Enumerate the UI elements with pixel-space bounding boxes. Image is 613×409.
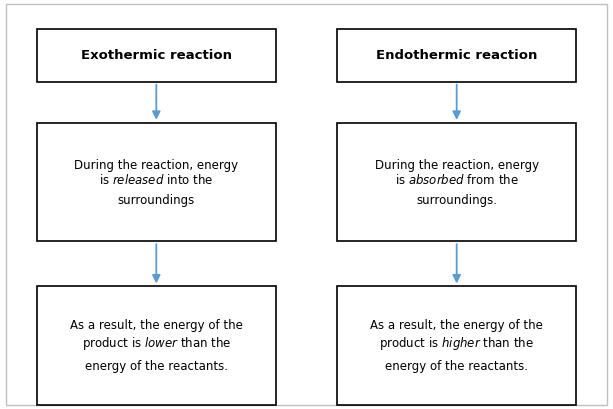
Text: is $\bf{\it{released}}$ into the: is $\bf{\it{released}}$ into the: [99, 173, 213, 187]
Text: product is $\bf{\it{lower}}$ than the: product is $\bf{\it{lower}}$ than the: [82, 335, 231, 352]
Text: Endothermic reaction: Endothermic reaction: [376, 49, 538, 62]
Text: energy of the reactants.: energy of the reactants.: [385, 360, 528, 373]
Text: energy of the reactants.: energy of the reactants.: [85, 360, 228, 373]
FancyBboxPatch shape: [337, 123, 576, 241]
FancyBboxPatch shape: [37, 123, 276, 241]
FancyBboxPatch shape: [337, 286, 576, 405]
Text: surroundings: surroundings: [118, 194, 195, 207]
Text: During the reaction, energy: During the reaction, energy: [375, 159, 539, 172]
Text: As a result, the energy of the: As a result, the energy of the: [370, 319, 543, 332]
Text: surroundings.: surroundings.: [416, 194, 497, 207]
Text: is $\bf{\it{absorbed}}$ from the: is $\bf{\it{absorbed}}$ from the: [395, 173, 519, 187]
Text: As a result, the energy of the: As a result, the energy of the: [70, 319, 243, 332]
FancyBboxPatch shape: [337, 29, 576, 82]
Text: During the reaction, energy: During the reaction, energy: [74, 159, 238, 172]
FancyBboxPatch shape: [37, 286, 276, 405]
Text: Exothermic reaction: Exothermic reaction: [81, 49, 232, 62]
FancyBboxPatch shape: [37, 29, 276, 82]
Text: product is $\bf{\it{higher}}$ than the: product is $\bf{\it{higher}}$ than the: [379, 335, 534, 352]
